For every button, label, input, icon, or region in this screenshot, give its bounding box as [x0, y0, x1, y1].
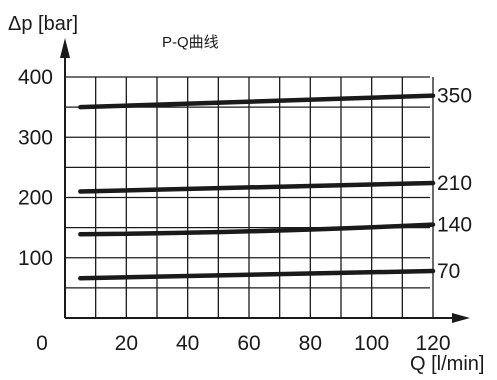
- series-labels: 350 210 140 70: [437, 85, 472, 283]
- y-tick-label: 400: [18, 66, 53, 89]
- chart-title: P-Q曲线: [162, 34, 219, 51]
- series-lines: [78, 93, 436, 281]
- x-tick-label: 40: [176, 332, 199, 355]
- x-tick-label: 0: [36, 332, 48, 355]
- series-label-140: 140: [437, 214, 472, 237]
- y-tick-label: 300: [18, 126, 53, 149]
- series-label-70: 70: [437, 260, 460, 283]
- series-label-210: 210: [437, 172, 472, 195]
- y-tick-label: 200: [18, 187, 53, 210]
- x-tick-label: 120: [415, 332, 450, 355]
- axes: [60, 38, 470, 323]
- x-axis-arrow: [452, 313, 470, 323]
- y-axis-title: Δp [bar]: [8, 13, 78, 35]
- series-line-210: [78, 180, 436, 194]
- x-axis-title: Q [l/min]: [410, 353, 484, 375]
- x-tick-label: 80: [299, 332, 322, 355]
- x-tick-label: 60: [237, 332, 260, 355]
- series-label-350: 350: [437, 85, 472, 108]
- y-tick-label: 100: [18, 247, 53, 270]
- y-axis-arrow: [60, 38, 70, 58]
- series-line-350: [78, 93, 436, 110]
- x-tick-label: 100: [354, 332, 389, 355]
- grid: [65, 76, 434, 318]
- x-tick-label: 20: [115, 332, 138, 355]
- series-line-70: [78, 268, 436, 281]
- series-line-140: [78, 222, 436, 237]
- labels: Δp [bar] P-Q曲线 Q [l/min]: [8, 13, 484, 375]
- tick-labels: 100 200 300 400 0 20 40 60 80 100 120: [18, 66, 451, 355]
